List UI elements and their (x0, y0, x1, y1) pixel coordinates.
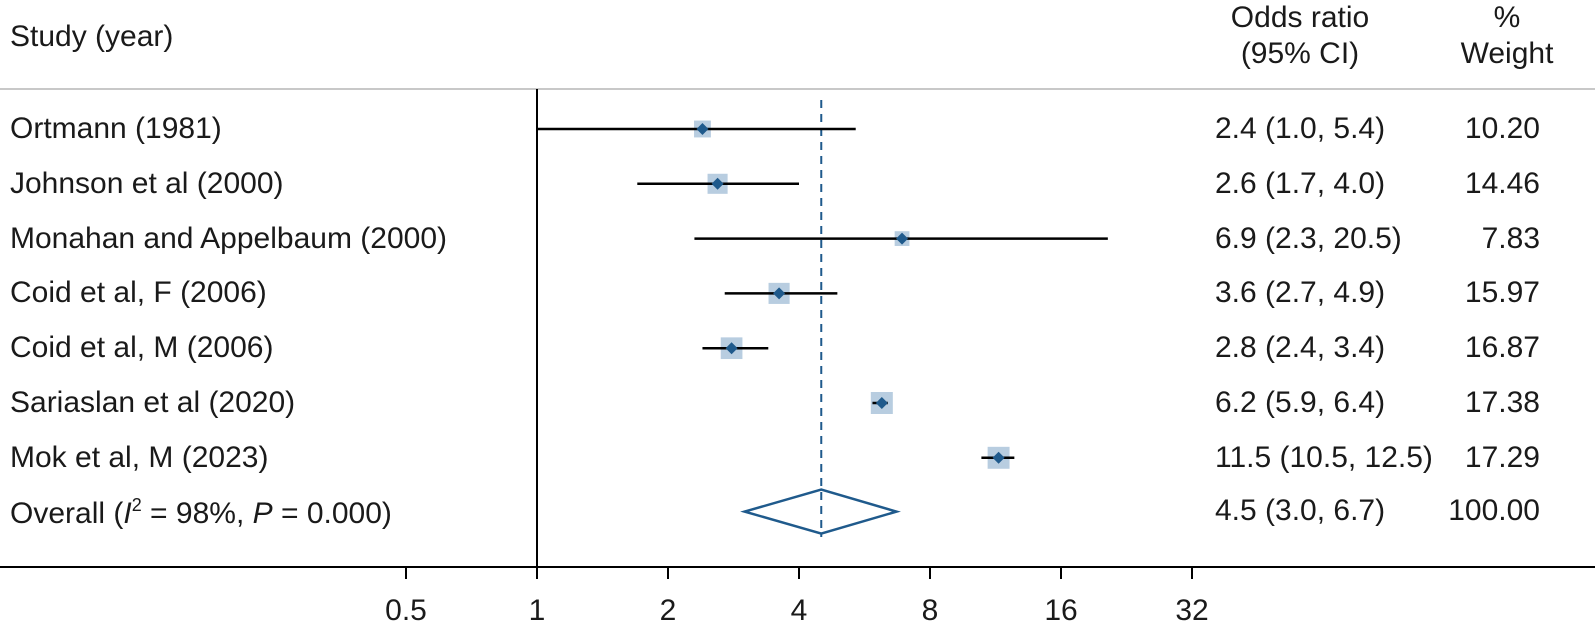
study-ci-text: 11.5 (10.5, 12.5) (1215, 440, 1433, 474)
overall-diamond (740, 488, 901, 535)
x-tick-label: 8 (922, 594, 939, 627)
study-label: Mok et al, M (2023) (10, 440, 269, 474)
study-column-header: Study (year) (10, 20, 174, 53)
overall-label-prefix: Overall ( (10, 497, 124, 530)
overall-label-p: P (252, 497, 273, 530)
overall-weight-text: 100.00 (1448, 494, 1540, 527)
study-point-estimate (875, 397, 888, 409)
study-label: Monahan and Appelbaum (2000) (10, 221, 447, 255)
x-tick-label: 4 (791, 594, 808, 627)
weight-header-line1: % (1493, 1, 1521, 34)
study-label: Johnson et al (2000) (10, 166, 284, 200)
study-weight-text: 17.29 (1464, 440, 1540, 474)
overall-label: Overall (I2 = 98%, P = 0.000) (10, 496, 392, 529)
study-ci-text: 3.6 (2.7, 4.9) (1215, 276, 1386, 310)
weight-column-header: % Weight (1442, 0, 1572, 72)
x-tick-label: 2 (660, 594, 677, 627)
odds-ratio-header-line2: (95% CI) (1240, 37, 1360, 70)
weight-header-line2: Weight (1460, 37, 1554, 70)
overall-label-i: I (123, 497, 132, 530)
study-label: Sariaslan et al (2020) (10, 386, 296, 419)
study-weight-text: 7.83 (1481, 221, 1540, 255)
study-weight-text: 16.87 (1464, 331, 1540, 365)
x-tick-label: 32 (1175, 594, 1208, 627)
overall-label-superscript: 2 (131, 495, 142, 515)
overall-ci-text: 4.5 (3.0, 6.7) (1215, 494, 1386, 527)
study-point-estimate (992, 451, 1005, 464)
study-label: Ortmann (1981) (10, 112, 222, 145)
study-weight-text: 17.38 (1464, 386, 1540, 419)
study-weight-text: 15.97 (1464, 276, 1540, 310)
x-tick-label: 16 (1044, 594, 1077, 627)
study-ci-text: 6.2 (5.9, 6.4) (1215, 386, 1386, 419)
overall-label-middle: = 98%, (141, 497, 253, 530)
odds-ratio-header-line1: Odds ratio (1230, 1, 1370, 34)
study-ci-text: 2.8 (2.4, 3.4) (1215, 331, 1386, 365)
study-weight-text: 10.20 (1464, 112, 1540, 145)
x-tick-label: 0.5 (385, 594, 427, 627)
study-weight-text: 14.46 (1464, 166, 1540, 200)
study-point-estimate (696, 123, 709, 135)
study-point-estimate (773, 287, 786, 300)
study-label: Coid et al, M (2006) (10, 331, 274, 365)
study-ci-text: 6.9 (2.3, 20.5) (1215, 221, 1402, 255)
study-point-estimate (711, 177, 724, 190)
study-point-estimate (896, 232, 909, 245)
study-label: Coid et al, F (2006) (10, 276, 267, 310)
study-ci-text: 2.6 (1.7, 4.0) (1215, 166, 1386, 200)
overall-label-suffix: = 0.000) (272, 497, 392, 530)
study-ci-text: 2.4 (1.0, 5.4) (1215, 112, 1386, 145)
odds-ratio-column-header: Odds ratio (95% CI) (1205, 0, 1395, 72)
study-point-estimate (725, 342, 738, 355)
x-tick-label: 1 (529, 594, 546, 627)
